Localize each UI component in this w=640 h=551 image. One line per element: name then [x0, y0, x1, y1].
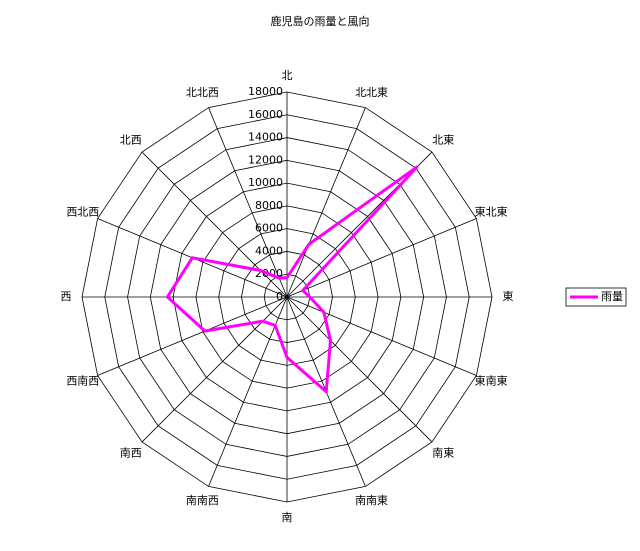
spoke	[286, 296, 433, 443]
chart-title: 鹿児島の雨量と風向	[271, 14, 370, 28]
category-label: 北	[282, 69, 293, 82]
spoke	[286, 296, 477, 376]
y-tick-label: 0	[276, 290, 283, 303]
y-tick-label: 12000	[248, 153, 283, 166]
legend-label: 雨量	[601, 290, 623, 303]
category-label: 北西	[120, 134, 142, 147]
spoke	[208, 296, 288, 487]
category-label: 北北西	[186, 86, 219, 99]
y-tick-label: 4000	[255, 244, 283, 257]
category-label: 南西	[120, 446, 142, 459]
series-line	[165, 165, 419, 395]
category-label: 北東	[432, 134, 454, 147]
category-label: 東南東	[475, 375, 508, 388]
category-label: 西北西	[66, 205, 99, 218]
spoke	[141, 296, 288, 443]
category-label: 西南西	[66, 375, 99, 388]
y-tick-label: 14000	[248, 131, 283, 144]
spoke	[97, 296, 288, 376]
category-label: 南南西	[186, 494, 219, 507]
category-label: 西	[61, 290, 72, 303]
spoke	[208, 107, 288, 298]
category-label: 南東	[432, 446, 454, 459]
spoke	[286, 107, 366, 298]
y-tick-label: 6000	[255, 222, 283, 235]
category-label: 南南東	[355, 494, 388, 507]
y-tick-label: 8000	[255, 199, 283, 212]
category-label: 北北東	[355, 86, 388, 99]
y-tick-label: 18000	[248, 85, 283, 98]
y-tick-label: 10000	[248, 176, 283, 189]
y-tick-label: 16000	[248, 108, 283, 121]
category-label: 東	[503, 290, 514, 303]
category-label: 東北東	[475, 205, 508, 218]
spoke	[286, 218, 477, 298]
category-label: 南	[282, 511, 293, 524]
